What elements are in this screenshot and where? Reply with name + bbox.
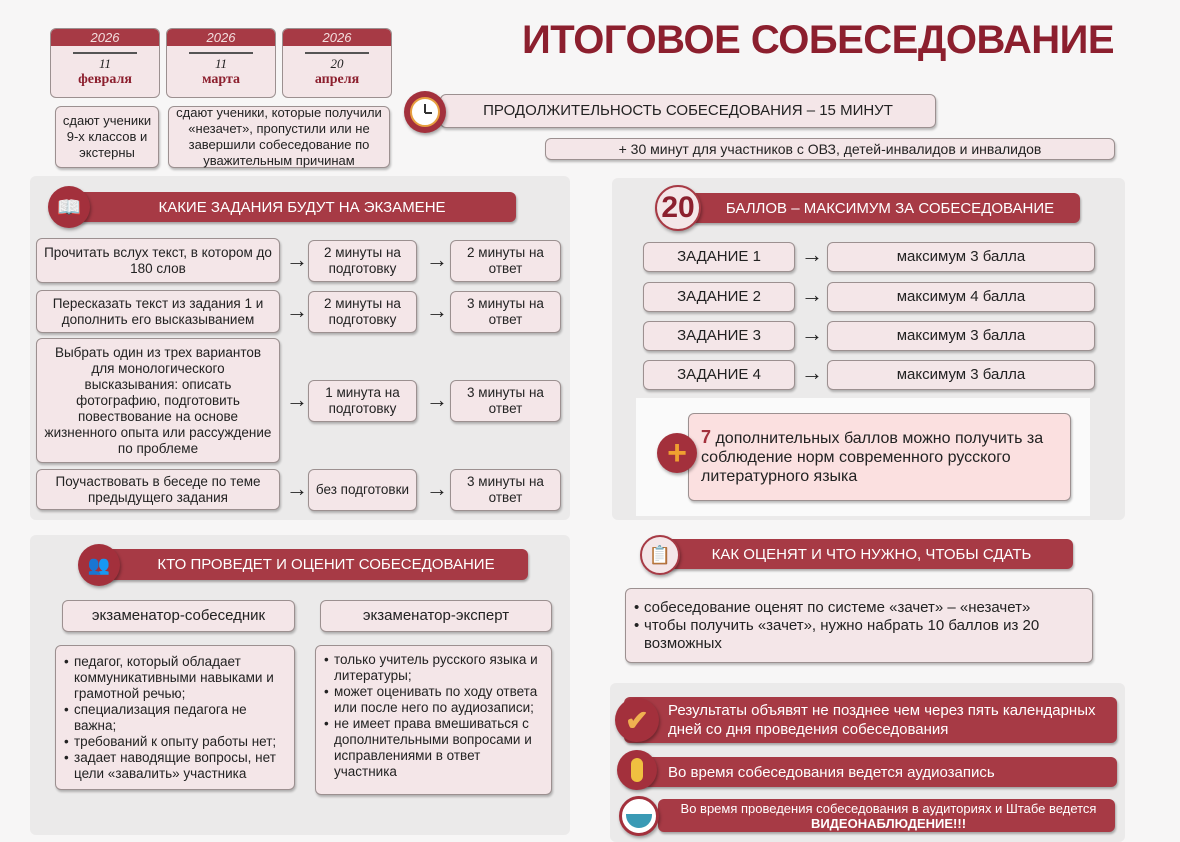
video-text: Во время проведения собеседования в ауди… <box>680 800 1097 816</box>
year: 2026 <box>51 29 159 46</box>
bonus-number: 7 <box>701 427 712 447</box>
list-item: может оценивать по ходу ответа или после… <box>322 684 545 716</box>
bullet-list: собеседование оценят по системе «зачет» … <box>632 599 1086 653</box>
day: 11 <box>214 55 228 71</box>
score-task-label: ЗАДАНИЕ 3 <box>643 321 795 351</box>
examiner-interviewer-list: педагог, который обладает коммуникативны… <box>55 645 295 790</box>
arrow-right-icon: → <box>286 386 308 412</box>
task-prep-time: без подготовки <box>308 468 417 511</box>
score-max-points: максимум 3 балла <box>827 360 1095 390</box>
task-description: Поучаствовать в беседе по теме предыдуще… <box>36 469 280 510</box>
score-max-points: максимум 3 балла <box>827 321 1095 351</box>
bullet-list: педагог, который обладает коммуникативны… <box>62 654 288 782</box>
arrow-right-icon: → <box>426 475 448 501</box>
arrow-right-icon: → <box>426 386 448 412</box>
examiner-expert-list: только учитель русского языка и литерату… <box>315 645 552 795</box>
task-description: Выбрать один из трех вариантов для монол… <box>36 338 280 463</box>
list-item: специализация педагога не важна; <box>62 702 288 734</box>
video-emphasis: ВИДЕОНАБЛЮДЕНИЕ!!! <box>810 815 967 831</box>
score-max-points: максимум 3 балла <box>827 242 1095 272</box>
notice-audio: Во время собеседования ведется аудиозапи… <box>624 757 1117 787</box>
notice-results: Результаты объявят не позднее чем через … <box>624 697 1117 743</box>
checkmark-icon: ✔ <box>615 698 659 742</box>
calendar-date-2: 2026 11 марта <box>166 28 276 98</box>
arrow-right-icon: → <box>286 246 308 272</box>
calendar-date-1: 2026 11 февраля <box>50 28 160 98</box>
day: 20 <box>330 55 344 71</box>
bonus-text: дополнительных баллов можно получить за … <box>701 430 1044 485</box>
arrow-right-icon: → <box>426 297 448 323</box>
list-item: педагог, который обладает коммуникативны… <box>62 654 288 702</box>
examiners-header: КТО ПРОВЕДЕТ И ОЦЕНИТ СОБЕСЕДОВАНИЕ <box>100 549 528 580</box>
checklist-icon: 📋 <box>640 535 680 575</box>
score-max-points: максимум 4 балла <box>827 282 1095 312</box>
list-item: задает наводящие вопросы, нет цели «зава… <box>62 750 288 782</box>
month: февраля <box>78 71 132 87</box>
plus-icon: + <box>657 433 697 473</box>
task-prep-time: 2 минуты на подготовку <box>308 239 417 282</box>
task-prep-time: 2 минуты на подготовку <box>308 290 417 333</box>
year: 2026 <box>167 29 275 46</box>
task-prep-time: 1 минута на подготовку <box>308 379 417 422</box>
list-item: только учитель русского языка и литерату… <box>322 652 545 684</box>
arrow-right-icon: → <box>801 360 823 385</box>
month: марта <box>201 71 241 87</box>
duration-box: ПРОДОЛЖИТЕЛЬНОСТЬ СОБЕСЕДОВАНИЯ – 15 МИН… <box>440 94 936 128</box>
score-task-label: ЗАДАНИЕ 4 <box>643 360 795 390</box>
task-description: Прочитать вслух текст, в котором до 180 … <box>36 238 280 283</box>
list-item: не имеет права вмешиваться с дополнитель… <box>322 716 545 780</box>
arrow-right-icon: → <box>426 246 448 272</box>
scores-number: 20 <box>655 185 701 231</box>
duration-extra: + 30 минут для участников с ОВЗ, детей-и… <box>545 138 1115 160</box>
page-title: ИТОГОВОЕ СОБЕСЕДОВАНИЕ <box>522 18 1115 62</box>
arrow-right-icon: → <box>801 282 823 307</box>
task-answer-time: 3 минуты на ответ <box>450 379 561 422</box>
scores-header: БАЛЛОВ – МАКСИМУМ ЗА СОБЕСЕДОВАНИЕ <box>690 193 1080 223</box>
bullet-list: только учитель русского языка и литерату… <box>322 652 545 780</box>
examiner-expert-title: экзаменатор-эксперт <box>320 600 552 632</box>
grading-box: собеседование оценят по системе «зачет» … <box>625 588 1093 663</box>
score-task-label: ЗАДАНИЕ 2 <box>643 282 795 312</box>
score-task-label: ЗАДАНИЕ 1 <box>643 242 795 272</box>
list-item: требований к опыту работы нет; <box>62 734 288 750</box>
people-icon: 👥 <box>78 544 120 586</box>
year: 2026 <box>283 29 391 46</box>
tasks-header: КАКИЕ ЗАДАНИЯ БУДУТ НА ЭКЗАМЕНЕ <box>58 192 516 222</box>
camera-icon <box>619 796 659 836</box>
date-note-main: сдают ученики 9-х классов и экстерны <box>55 106 159 168</box>
arrow-right-icon: → <box>801 321 823 346</box>
calendar-date-3: 2026 20 апреля <box>282 28 392 98</box>
task-description: Пересказать текст из задания 1 и дополни… <box>36 290 280 333</box>
task-answer-time: 3 минуты на ответ <box>450 290 561 333</box>
examiner-interviewer-title: экзаменатор-собеседник <box>62 600 295 632</box>
month: апреля <box>314 71 360 87</box>
microphone-icon <box>617 750 657 790</box>
day: 11 <box>98 55 112 71</box>
arrow-right-icon: → <box>286 297 308 323</box>
list-item: собеседование оценят по системе «зачет» … <box>632 599 1086 617</box>
task-answer-time: 3 минуты на ответ <box>450 468 561 511</box>
bonus-box: 7 дополнительных баллов можно получить з… <box>688 413 1071 501</box>
list-item: чтобы получить «зачет», нужно набрать 10… <box>632 617 1086 653</box>
student-icon: 📖 <box>48 186 90 228</box>
grading-header: КАК ОЦЕНЯТ И ЧТО НУЖНО, ЧТОБЫ СДАТЬ <box>660 539 1073 569</box>
arrow-right-icon: → <box>801 242 823 267</box>
task-answer-time: 2 минуты на ответ <box>450 239 561 282</box>
notice-video: Во время проведения собеседования в ауди… <box>658 799 1115 832</box>
arrow-right-icon: → <box>286 475 308 501</box>
clock-icon <box>404 91 446 133</box>
date-note-reserve: сдают ученики, которые получили «незачет… <box>168 105 390 168</box>
